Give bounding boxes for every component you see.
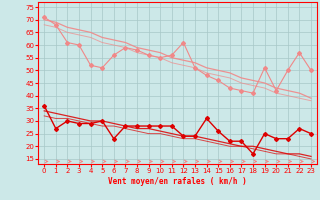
X-axis label: Vent moyen/en rafales ( km/h ): Vent moyen/en rafales ( km/h ) <box>108 177 247 186</box>
